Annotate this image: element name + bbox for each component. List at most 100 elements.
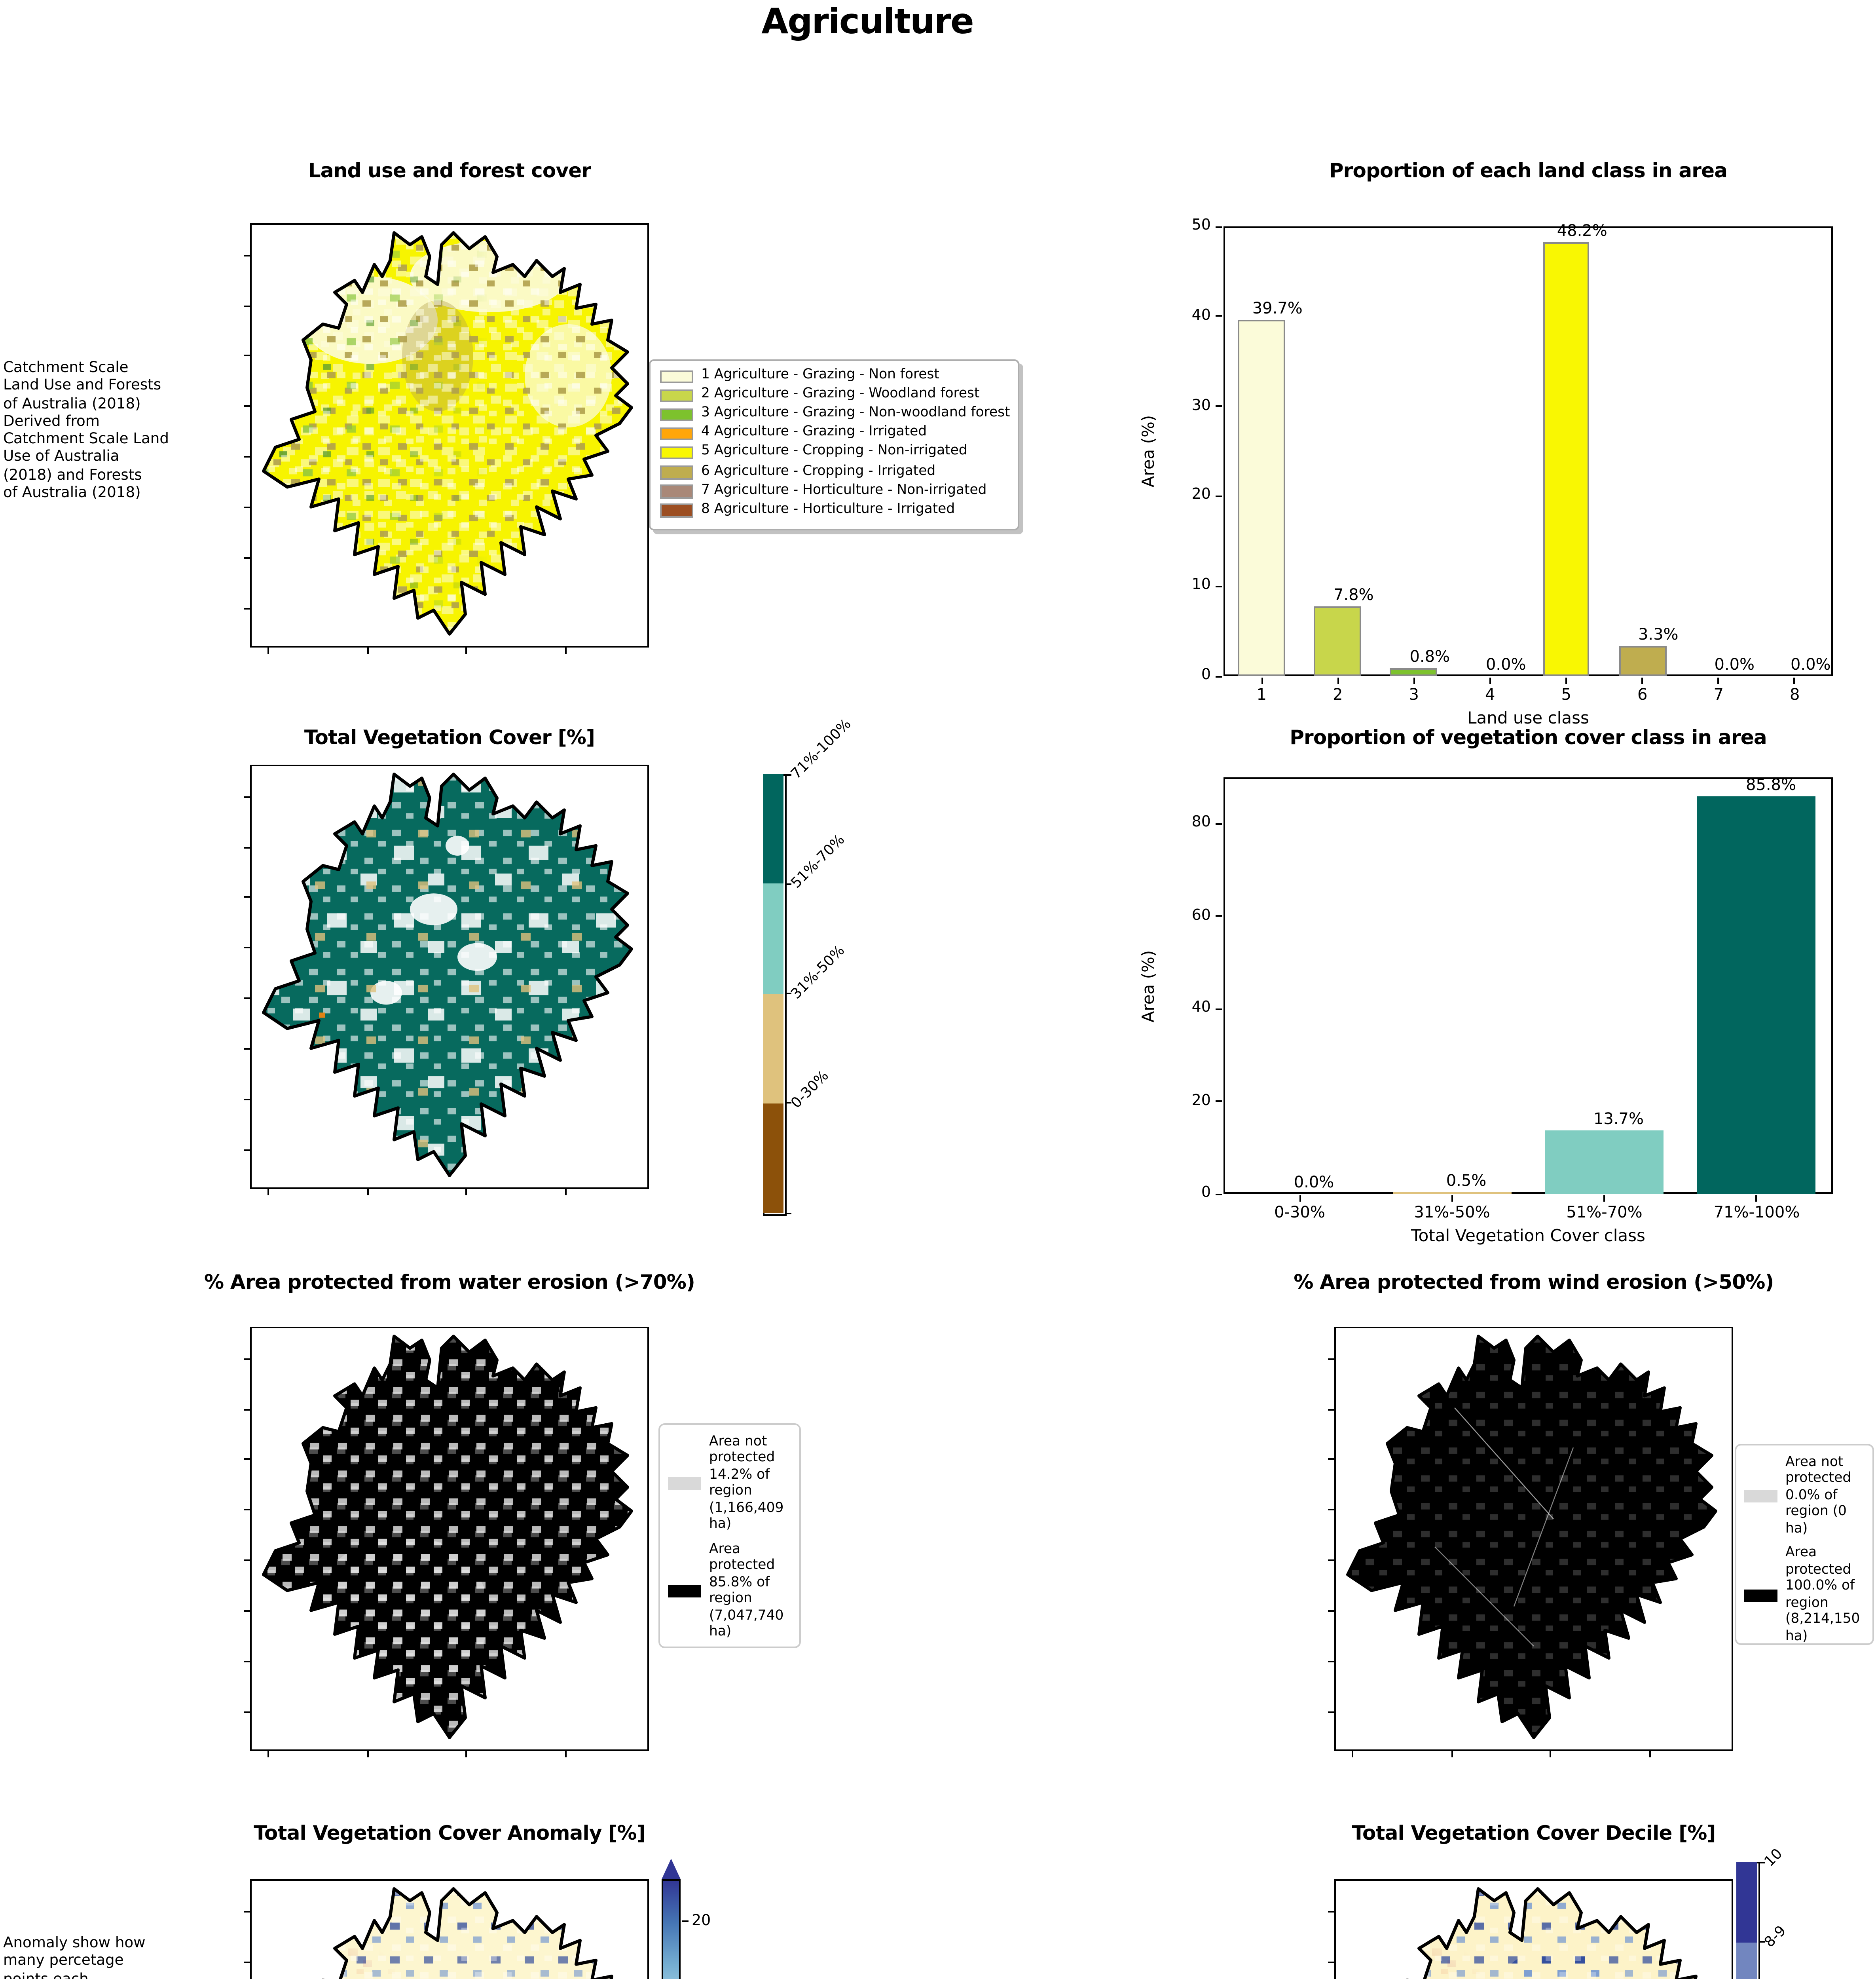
legend-item: Area not protected 14.2% of region (1,16…: [668, 1434, 793, 1534]
legend-swatch: [1744, 1490, 1777, 1503]
y-tick-label: 40: [1191, 307, 1211, 325]
wind-erosion-legend: Area not protected 0.0% of region (0 ha)…: [1735, 1444, 1874, 1645]
water-erosion-legend: Area not protected 14.2% of region (1,16…: [658, 1423, 801, 1648]
map-axis-tick: [465, 648, 467, 654]
map-veg-cover-panel: [244, 765, 649, 1195]
x-tick: [1261, 678, 1263, 684]
x-tick: [1794, 678, 1796, 684]
colorbar-tick: [785, 773, 791, 775]
map-axis-tick: [1648, 1751, 1650, 1757]
map-axis-tick: [267, 1189, 269, 1195]
map-axis-tick: [1328, 1961, 1334, 1963]
bar-value-label: 0.0%: [1485, 657, 1526, 674]
bar-value-label: 0.0%: [1714, 657, 1755, 674]
x-tick: [1489, 678, 1491, 684]
map-axis-tick: [1328, 1610, 1334, 1612]
map-water-erosion-panel: [244, 1327, 649, 1757]
panel-title-veg-cover: Total Vegetation Cover [%]: [304, 725, 595, 749]
map-decile-panel: [1328, 1879, 1733, 1979]
anomaly-colorbar: [662, 1879, 681, 1979]
map-axis-tick: [244, 896, 250, 898]
map-axis-tick: [244, 1661, 250, 1663]
map-anomaly: [252, 1881, 647, 1979]
y-tick: [1216, 495, 1222, 497]
x-tick: [1603, 1195, 1605, 1202]
colorbar-label: 71%-100%: [789, 717, 855, 783]
map-axis-tick: [1328, 1560, 1334, 1562]
y-tick: [1216, 822, 1222, 824]
legend-item: Area protected 100.0% of region (8,214,1…: [1744, 1546, 1866, 1646]
map-axis-tick: [465, 1189, 467, 1195]
y-tick: [1216, 915, 1222, 917]
y-tick-label: 40: [1191, 999, 1211, 1017]
legend-swatch: [668, 1585, 701, 1598]
map-axis-tick: [244, 305, 250, 307]
anomaly-note: Anomaly show how many percetage points e…: [3, 1935, 146, 1979]
bar-value-label: 0.0%: [1294, 1175, 1334, 1192]
panel-title-decile: Total Vegetation Cover Decile [%]: [1352, 1821, 1716, 1844]
colorbar-tick: [785, 993, 791, 994]
legend-swatch: [660, 427, 693, 441]
land-class-chart-ylabel: Area (%): [1140, 415, 1159, 488]
panel-title-anomaly: Total Vegetation Cover Anomaly [%]: [254, 1821, 645, 1844]
colorbar-tick: [1758, 1861, 1764, 1863]
panel-title-water-erosion: % Area protected from water erosion (>70…: [204, 1270, 695, 1293]
land-class-chart-title: Proportion of each land class in area: [1329, 158, 1728, 182]
page-title: Agriculture: [761, 3, 974, 43]
x-tick-label: 2: [1333, 687, 1343, 705]
bar-value-label: 48.2%: [1557, 223, 1607, 241]
map-axis-tick: [244, 507, 250, 509]
x-tick: [1413, 678, 1415, 684]
legend-swatch: [668, 1478, 701, 1491]
map-axis-tick: [564, 1189, 566, 1195]
y-tick: [1216, 1193, 1222, 1195]
map-axis-tick: [244, 1099, 250, 1101]
map-axis-tick: [244, 1459, 250, 1461]
colorbar-tick: [785, 1212, 791, 1214]
map-axis-tick: [1328, 1408, 1334, 1410]
x-tick-label: 1: [1256, 687, 1267, 705]
map-axis-tick: [267, 1751, 269, 1757]
map-axis-tick: [244, 1149, 250, 1151]
colorbar-tick: [785, 883, 791, 885]
x-tick-label: 6: [1637, 687, 1648, 705]
map-axis-tick: [244, 1358, 250, 1360]
land-class-chart-axes: [1223, 226, 1833, 676]
map-axis-tick: [244, 846, 250, 848]
map-wind-erosion-panel: [1328, 1327, 1733, 1757]
colorbar-label: 51%-70%: [789, 833, 849, 893]
y-tick: [1216, 226, 1222, 227]
colorbar-tick-label: 20: [692, 1912, 711, 1929]
map-axis-tick: [366, 648, 368, 654]
legend-swatch: [1744, 1589, 1777, 1602]
legend-swatch: [660, 370, 693, 383]
x-tick: [1718, 678, 1720, 684]
map-axis-tick: [1352, 1751, 1353, 1757]
legend-item: Area protected 85.8% of region (7,047,74…: [668, 1542, 793, 1642]
y-tick-label: 0: [1201, 1184, 1211, 1202]
decile-colorbar-segment: [1736, 1862, 1757, 1942]
colorbar-label: 8-9: [1762, 1923, 1790, 1951]
legend-label: 5 Agriculture - Cropping - Non-irrigated: [701, 444, 967, 460]
land-class-chart-bar-6: [1619, 646, 1666, 676]
veg-class-chart-xlabel: Total Vegetation Cover class: [1411, 1227, 1645, 1246]
colorbar-tick: [682, 1920, 688, 1922]
map-axis-tick: [244, 1711, 250, 1713]
colorbar-label: 31%-50%: [789, 942, 849, 1003]
veg-class-chart-bar-51%-70%: [1545, 1130, 1664, 1194]
map-axis-tick: [1451, 1751, 1452, 1757]
map-axis-tick: [244, 1048, 250, 1050]
veg-cover-colorbar-segment: [763, 774, 783, 884]
x-tick-label: 71%-100%: [1713, 1205, 1800, 1222]
x-tick-label: 7: [1713, 687, 1724, 705]
map-axis-tick: [465, 1751, 467, 1757]
y-tick-label: 80: [1191, 814, 1211, 832]
bar-value-label: 85.8%: [1745, 778, 1796, 796]
map-decile: [1336, 1881, 1732, 1979]
y-tick-label: 50: [1191, 217, 1211, 234]
map-axis-tick: [244, 456, 250, 458]
map-wind-erosion: [1336, 1328, 1732, 1749]
map-axis-tick: [1328, 1711, 1334, 1713]
y-tick: [1216, 315, 1222, 317]
